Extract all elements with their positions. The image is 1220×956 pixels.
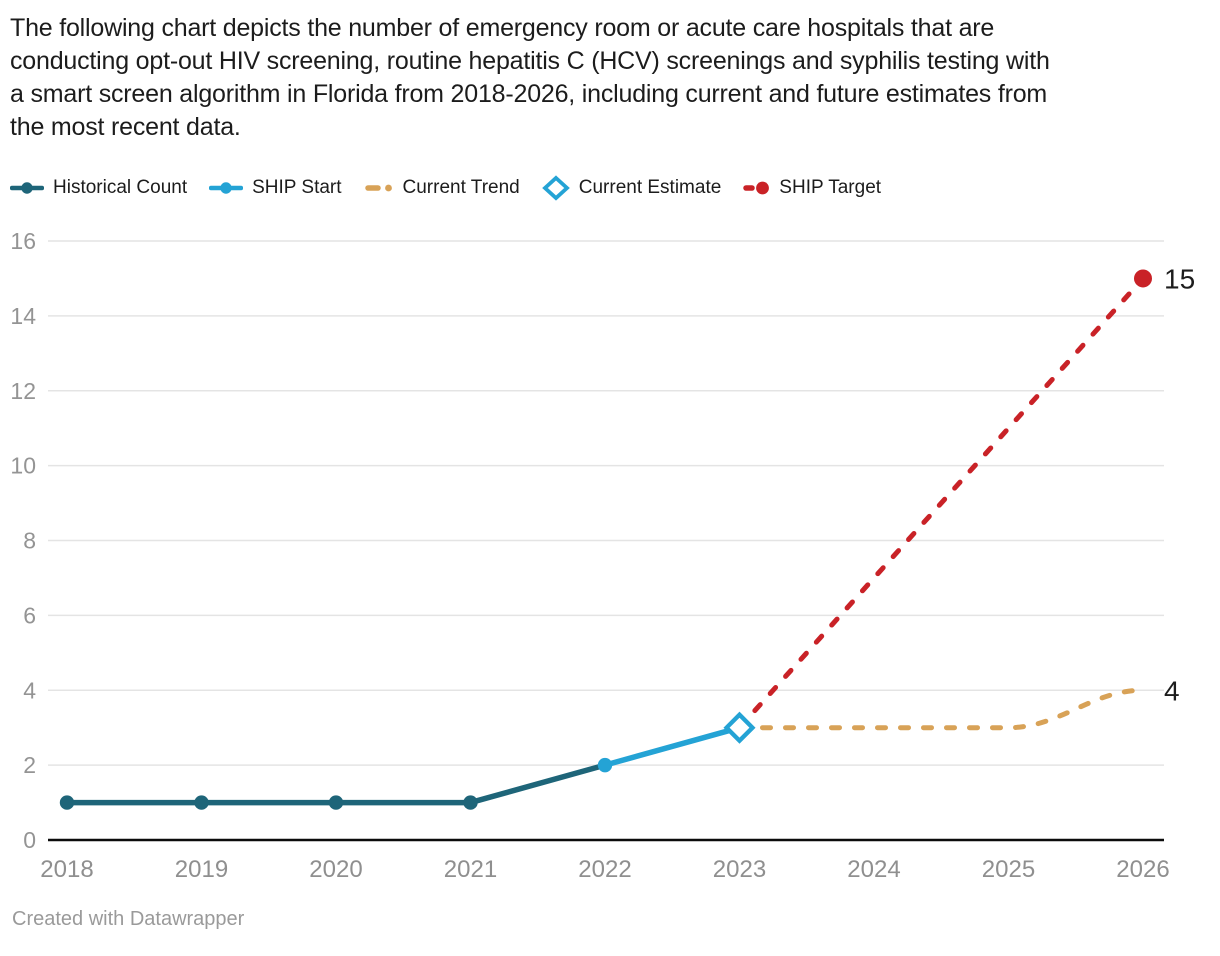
legend-item-historical-count: Historical Count bbox=[10, 177, 187, 199]
description-line-3: a smart screen algorithm in Florida from… bbox=[10, 80, 1048, 108]
point-historical-count bbox=[463, 795, 478, 810]
legend-label: Current Estimate bbox=[578, 177, 722, 198]
dash-dot-icon bbox=[743, 180, 770, 196]
point-historical-count bbox=[194, 795, 209, 810]
legend-item-current-estimate: Current Estimate bbox=[541, 175, 722, 201]
dashed-line-icon bbox=[364, 180, 394, 196]
value-label-ship-target: 15 bbox=[1164, 263, 1195, 294]
y-tick-label: 14 bbox=[10, 303, 36, 329]
line-dot-icon bbox=[10, 180, 44, 196]
legend-label: Historical Count bbox=[53, 177, 188, 198]
point-historical-count bbox=[328, 795, 344, 810]
line-dot-icon bbox=[209, 180, 244, 196]
series-ship-start bbox=[602, 724, 743, 768]
value-label-current-trend: 4 bbox=[1164, 675, 1180, 706]
diamond-icon bbox=[541, 175, 570, 201]
y-tick-label: 8 bbox=[23, 528, 36, 554]
chart-area: 0 2 4 6 8 10 12 14 16 4 15 2018 2019 2020 2021 2022 2023… bbox=[0, 226, 1220, 890]
chart-description: The following chart depicts the number o… bbox=[0, 0, 1220, 144]
y-tick-label: 4 bbox=[23, 677, 36, 703]
legend-label: Current Trend bbox=[402, 177, 520, 198]
description-line-1: The following chart depicts the number o… bbox=[10, 14, 995, 42]
series-current-trend bbox=[737, 687, 1146, 731]
y-tick-label: 6 bbox=[23, 602, 36, 628]
series-ship-target bbox=[737, 275, 1146, 731]
point-historical-count bbox=[59, 795, 75, 810]
legend-label: SHIP Target bbox=[779, 177, 882, 198]
point-ship-start bbox=[597, 757, 613, 773]
x-tick-label: 2022 bbox=[578, 856, 631, 883]
x-tick-label: 2026 bbox=[1116, 856, 1169, 883]
y-tick-label: 0 bbox=[23, 827, 36, 853]
x-tick-label: 2025 bbox=[982, 856, 1035, 883]
x-tick-label: 2018 bbox=[40, 856, 93, 883]
legend-item-current-trend: Current Trend bbox=[364, 177, 520, 199]
y-tick-label: 10 bbox=[10, 453, 36, 479]
y-tick-label: 12 bbox=[10, 378, 36, 404]
x-tick-label: 2021 bbox=[444, 856, 497, 883]
y-tick-label: 2 bbox=[23, 752, 36, 778]
line-chart: 0 2 4 6 8 10 12 14 16 4 15 2018 2019 2020 2021 2022 2023… bbox=[10, 228, 1195, 883]
x-tick-label: 2024 bbox=[847, 856, 900, 883]
y-tick-label: 16 bbox=[10, 228, 36, 254]
legend-item-ship-target: SHIP Target bbox=[743, 177, 881, 199]
point-current-estimate bbox=[723, 711, 756, 744]
legend: Historical Count SHIP Start Current Tren… bbox=[10, 173, 1220, 203]
x-tick-label: 2020 bbox=[309, 856, 362, 883]
x-tick-label: 2019 bbox=[175, 856, 228, 883]
datawrapper-credit: Created with Datawrapper bbox=[12, 908, 245, 930]
x-tick-label: 2023 bbox=[713, 856, 766, 883]
legend-item-ship-start: SHIP Start bbox=[209, 177, 342, 199]
description-line-2: conducting opt-out HIV screening, routin… bbox=[10, 47, 1050, 75]
legend-label: SHIP Start bbox=[252, 177, 342, 198]
endpoint-ship-target bbox=[1134, 269, 1152, 288]
description-line-4: the most recent data. bbox=[10, 113, 241, 141]
